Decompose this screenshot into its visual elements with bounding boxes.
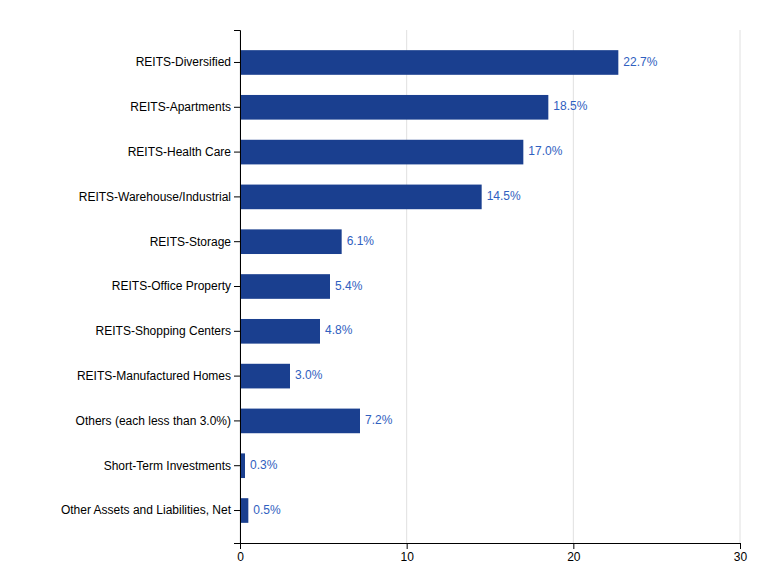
tick: 10: [400, 543, 414, 564]
tick-mark: [234, 286, 240, 287]
data-label: 17.0%: [528, 144, 562, 158]
bar: [240, 274, 330, 299]
tick-label: REITS-Health Care: [128, 145, 232, 159]
tick: REITS-Apartments: [130, 100, 240, 114]
tick-mark: [234, 376, 240, 377]
tick-label: REITS-Shopping Centers: [96, 324, 231, 338]
data-label: 18.5%: [553, 99, 587, 113]
bar: [240, 50, 618, 75]
tick-label: REITS-Storage: [150, 235, 232, 249]
plot: 0 10 20 30 Other Assets and Liabilities, Net…: [61, 30, 748, 564]
tick-label: Others (each less than 3.0%): [76, 414, 231, 428]
tick-mark: [234, 241, 240, 242]
tick: Short-Term Investments: [104, 459, 240, 473]
axis-line: [234, 31, 241, 544]
data-labels: 0.5% 0.3% 7.2% 3.0% 4.8% 5.4% 6.1% 14.5% 17.0% 18…: [250, 55, 658, 517]
tick-mark: [407, 543, 408, 549]
bar: [240, 229, 342, 254]
tick-mark: [740, 543, 741, 549]
tick-label: Short-Term Investments: [104, 459, 231, 473]
tick: REITS-Shopping Centers: [96, 324, 240, 338]
tick-mark: [234, 152, 240, 153]
tick-label: 0: [237, 550, 244, 564]
data-label: 3.0%: [295, 368, 323, 382]
data-label: 0.5%: [253, 503, 281, 517]
tick-label: REITS-Diversified: [136, 55, 231, 69]
data-label: 7.2%: [365, 413, 393, 427]
bar: [240, 498, 248, 523]
tick: REITS-Warehouse/Industrial: [79, 190, 240, 204]
bars: [240, 50, 618, 523]
tick-mark: [573, 543, 574, 549]
tick-mark: [234, 420, 240, 421]
y-axis: Other Assets and Liabilities, Net Short-T…: [61, 31, 241, 544]
tick: REITS-Manufactured Homes: [77, 369, 240, 383]
bar: [240, 364, 290, 389]
x-axis: 0 10 20 30: [237, 543, 747, 564]
tick-label: REITS-Office Property: [112, 279, 231, 293]
tick-mark: [234, 62, 240, 63]
tick: REITS-Office Property: [112, 279, 240, 293]
axis-line: [241, 544, 741, 550]
tick-label: 30: [734, 550, 748, 564]
data-label: 5.4%: [335, 279, 363, 293]
tick: REITS-Diversified: [136, 55, 240, 69]
tick-mark: [234, 465, 240, 466]
tick-mark: [234, 331, 240, 332]
tick-label: 10: [400, 550, 414, 564]
data-label: 4.8%: [325, 323, 353, 337]
bar: [240, 140, 523, 165]
grid: [240, 30, 740, 543]
tick-label: Other Assets and Liabilities, Net: [61, 503, 232, 517]
data-label: 0.3%: [250, 458, 278, 472]
tick: REITS-Storage: [150, 235, 240, 249]
grid-line: [740, 30, 741, 543]
tick: Other Assets and Liabilities, Net: [61, 503, 240, 517]
bar: [240, 409, 360, 434]
tick-label: REITS-Apartments: [130, 100, 231, 114]
tick-mark: [234, 510, 240, 511]
data-label: 22.7%: [623, 55, 657, 69]
tick-mark: [234, 196, 240, 197]
tick: Others (each less than 3.0%): [76, 414, 240, 428]
data-label: 14.5%: [487, 189, 521, 203]
bar: [240, 185, 482, 210]
bar: [240, 319, 320, 344]
tick-mark: [234, 107, 240, 108]
tick-label: REITS-Warehouse/Industrial: [79, 190, 231, 204]
tick: REITS-Health Care: [128, 145, 240, 159]
tick-label: 20: [567, 550, 581, 564]
tick: 20: [567, 543, 581, 564]
tick-label: REITS-Manufactured Homes: [77, 369, 231, 383]
bar: [240, 95, 548, 120]
tick: 30: [734, 543, 748, 564]
data-label: 6.1%: [347, 234, 375, 248]
chart: 0 10 20 30 Other Assets and Liabilities, Net…: [0, 0, 780, 588]
tick: 0: [237, 543, 244, 564]
